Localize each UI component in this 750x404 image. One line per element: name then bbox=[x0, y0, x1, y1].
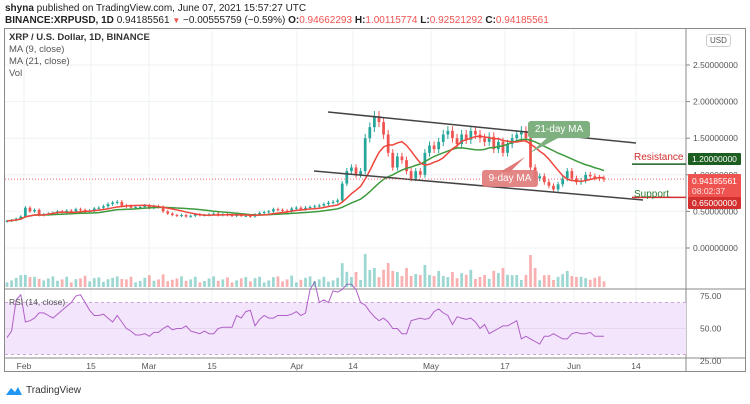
low-value: 0.92521292 bbox=[429, 15, 483, 26]
svg-text:15: 15 bbox=[86, 361, 96, 371]
publish-info: shyna published on TradingView.com, June… bbox=[5, 3, 306, 14]
svg-text:2.00000000: 2.00000000 bbox=[693, 97, 738, 107]
ma9-callout: 9-day MA bbox=[482, 170, 538, 187]
legend-ma9[interactable]: MA (9, close) bbox=[9, 44, 65, 55]
svg-text:25.00: 25.00 bbox=[700, 356, 722, 366]
svg-text:14: 14 bbox=[348, 361, 358, 371]
tradingview-logo-icon bbox=[6, 387, 22, 395]
chart-frame bbox=[4, 28, 746, 372]
legend-volume[interactable]: Vol bbox=[9, 68, 23, 79]
svg-text:50.00: 50.00 bbox=[700, 324, 722, 334]
svg-text:15: 15 bbox=[207, 361, 217, 371]
svg-text:17: 17 bbox=[500, 361, 510, 371]
svg-text:0.00000000: 0.00000000 bbox=[693, 243, 738, 253]
svg-text:Feb: Feb bbox=[17, 361, 32, 371]
rsi-legend[interactable]: RSI (14, close) bbox=[9, 297, 66, 307]
symbol-label: BINANCE:XRPUSD, 1D bbox=[5, 15, 114, 26]
svg-text:75.00: 75.00 bbox=[700, 291, 722, 301]
legend-ma21[interactable]: MA (21, close) bbox=[9, 56, 70, 67]
open-label: O: bbox=[288, 15, 300, 26]
resistance-label: Resistance bbox=[634, 152, 684, 163]
chart-legend: XRP / U.S. Dollar, 1D, BINANCE MA (9, cl… bbox=[9, 32, 150, 80]
high-label: H: bbox=[354, 15, 366, 26]
support-label: Support bbox=[634, 189, 670, 200]
currency-button[interactable]: USD bbox=[706, 34, 731, 47]
brand-name: TradingView bbox=[26, 385, 82, 396]
publish-text: published on TradingView.com, June 07, 2… bbox=[33, 3, 307, 14]
low-label: L: bbox=[420, 15, 430, 26]
down-arrow-icon: ▼ bbox=[172, 16, 181, 25]
ohlc-bar: BINANCE:XRPUSD, 1D 0.94185561 ▼ −0.00555… bbox=[5, 15, 549, 26]
last-price: 0.94185561 bbox=[116, 15, 170, 26]
support-price-tag: 0.65000000 bbox=[688, 197, 741, 209]
close-label: C: bbox=[485, 15, 496, 26]
bar-countdown: 08:02:37 bbox=[692, 186, 726, 196]
svg-text:2.50000000: 2.50000000 bbox=[693, 60, 738, 70]
tradingview-logo[interactable]: TradingView bbox=[5, 385, 81, 396]
current-price-tag: 0.94185561 08:02:37 bbox=[688, 174, 741, 198]
svg-text:1.50000000: 1.50000000 bbox=[693, 133, 738, 143]
svg-text:May: May bbox=[423, 361, 440, 371]
author-name: shyna bbox=[5, 3, 34, 14]
resistance-price-tag: 1.20000000 bbox=[688, 153, 741, 165]
open-value: 0.94662293 bbox=[299, 15, 353, 26]
svg-text:Apr: Apr bbox=[290, 361, 303, 371]
close-value: 0.94185561 bbox=[495, 15, 549, 26]
svg-text:Mar: Mar bbox=[142, 361, 157, 371]
svg-text:14: 14 bbox=[631, 361, 641, 371]
price-change: −0.00555759 (−0.59%) bbox=[183, 15, 286, 26]
high-value: 1.00115774 bbox=[365, 15, 418, 26]
svg-text:Jun: Jun bbox=[567, 361, 581, 371]
legend-title: XRP / U.S. Dollar, 1D, BINANCE bbox=[9, 32, 150, 43]
svg-text:0.50000000: 0.50000000 bbox=[693, 206, 738, 216]
current-price: 0.94185561 bbox=[692, 176, 737, 186]
ma21-callout: 21-day MA bbox=[528, 121, 590, 138]
